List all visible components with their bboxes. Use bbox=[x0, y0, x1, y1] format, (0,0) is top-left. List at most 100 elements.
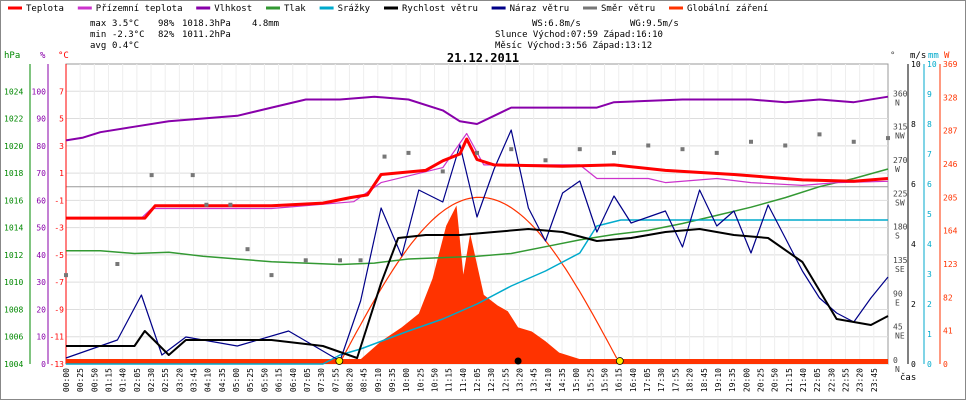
x-tick-label: 14:35 bbox=[558, 368, 567, 392]
x-tick-label: 04:35 bbox=[218, 368, 227, 392]
pct-axis-tick: 60 bbox=[36, 196, 46, 205]
deg-axis-tick: 360 bbox=[893, 89, 908, 98]
wind-direction-point bbox=[382, 154, 387, 159]
pct-axis-tick: 80 bbox=[36, 142, 46, 151]
axis-units: hPa % °C ° m/s mm W čas bbox=[4, 51, 950, 383]
w-axis-tick: 82 bbox=[943, 293, 953, 302]
dir-axis-tick: SW bbox=[895, 198, 905, 207]
x-tick-label: 09:10 bbox=[374, 368, 383, 392]
dir-axis-tick: S bbox=[895, 232, 900, 241]
series-wind-gust bbox=[65, 129, 889, 362]
mm-axis-tick: 3 bbox=[927, 270, 932, 279]
x-tick-label: 02:55 bbox=[161, 368, 170, 392]
x-tick-label: 20:50 bbox=[771, 368, 780, 392]
sunset-marker bbox=[615, 357, 624, 365]
wind-direction-point bbox=[714, 150, 719, 155]
pct-axis-tick: 50 bbox=[36, 224, 46, 233]
x-tick-label: 05:25 bbox=[246, 368, 255, 392]
wind-direction-point bbox=[269, 273, 274, 278]
w-unit: W bbox=[944, 51, 950, 61]
w-axis-tick: 205 bbox=[943, 193, 958, 202]
c-axis-tick: 5 bbox=[59, 115, 64, 124]
c-axis-tick: 7 bbox=[59, 87, 64, 96]
series-layer bbox=[64, 95, 890, 365]
hpa-axis-tick: 1006 bbox=[4, 333, 23, 342]
w-axis-tick: 0 bbox=[943, 360, 948, 369]
x-tick-label: 11:15 bbox=[445, 368, 454, 392]
x-tick-label: 08:20 bbox=[345, 368, 354, 392]
x-tick-label: 13:45 bbox=[530, 368, 539, 392]
wind-direction-point bbox=[406, 150, 411, 155]
pct-axis-tick: 70 bbox=[36, 169, 46, 178]
x-tick-label: 11:40 bbox=[459, 368, 468, 392]
deg-axis-tick: 0 bbox=[893, 356, 898, 365]
x-tick-label: 18:45 bbox=[700, 368, 709, 392]
pct-axis-tick: 10 bbox=[36, 333, 46, 342]
x-tick-label: 10:50 bbox=[430, 368, 439, 392]
min-hum: 82% bbox=[158, 30, 175, 40]
w-axis-tick: 369 bbox=[943, 60, 958, 69]
x-tick-label: 01:15 bbox=[105, 368, 114, 392]
wind-direction-point bbox=[190, 173, 195, 178]
wind-direction-point bbox=[749, 139, 753, 144]
c-axis-tick: -1 bbox=[54, 196, 64, 205]
x-tick-label: 23:45 bbox=[870, 368, 879, 392]
min-label: min bbox=[90, 30, 106, 40]
max-label: max bbox=[90, 19, 107, 29]
x-tick-label: 02:05 bbox=[133, 368, 142, 392]
x-tick-label: 15:50 bbox=[601, 368, 610, 392]
moonset-marker bbox=[514, 357, 522, 365]
c-axis-tick: -7 bbox=[54, 278, 64, 287]
min-temp: -2.3°C bbox=[112, 30, 145, 40]
max-rain: 4.8mm bbox=[252, 19, 279, 29]
wind-direction-point bbox=[817, 132, 822, 137]
hpa-axis-tick: 1016 bbox=[4, 196, 23, 205]
mm-axis-tick: 2 bbox=[927, 300, 932, 309]
x-tick-label: 00:25 bbox=[76, 368, 85, 392]
dir-axis-tick: SE bbox=[895, 265, 905, 274]
wind-direction-point bbox=[612, 150, 616, 155]
wind-direction-point bbox=[509, 147, 514, 152]
ms-axis-tick: 8 bbox=[911, 120, 916, 129]
hpa-axis-tick: 1020 bbox=[4, 142, 23, 151]
y-axes: 1004100610081010101210141016101810201022… bbox=[4, 60, 958, 374]
wind-direction-point bbox=[440, 169, 445, 174]
wind-direction-point bbox=[115, 262, 120, 266]
pct-axis-tick: 0 bbox=[41, 360, 46, 369]
x-tick-label: 22:55 bbox=[841, 368, 850, 392]
wind-direction-point bbox=[886, 136, 890, 141]
x-tick-label: 00:00 bbox=[62, 368, 71, 392]
legend-label-prizemni: Přízemní teplota bbox=[96, 4, 183, 14]
x-tick-label: 22:05 bbox=[813, 368, 822, 392]
wind-direction-point bbox=[680, 147, 685, 152]
wind-direction-point bbox=[577, 147, 582, 152]
wind-direction-point bbox=[228, 202, 233, 207]
mm-axis-tick: 1 bbox=[927, 330, 932, 339]
series-pressure bbox=[66, 168, 889, 266]
max-hum: 98% bbox=[158, 19, 175, 29]
hpa-axis-tick: 1024 bbox=[4, 87, 23, 96]
dir-axis-tick: W bbox=[895, 165, 900, 174]
legend-label-zareni: Globální záření bbox=[687, 4, 768, 14]
wind-direction-point bbox=[475, 150, 479, 155]
x-tick-label: 21:40 bbox=[799, 368, 808, 392]
wind-direction-point bbox=[646, 143, 651, 148]
avg-temp: 0.4°C bbox=[112, 41, 139, 51]
x-tick-label: 09:35 bbox=[388, 368, 397, 392]
pct-unit: % bbox=[40, 51, 46, 61]
x-tick-label: 21:15 bbox=[785, 368, 794, 392]
x-tick-label: 19:10 bbox=[714, 368, 723, 392]
x-axis: 00:00 00:25 00:50 01:15 01:40 02:05 02:30 02:55… bbox=[62, 368, 879, 392]
moon-times: Měsíc Východ:3:56 Západ:13:12 bbox=[495, 41, 652, 51]
x-tick-label: 07:05 bbox=[303, 368, 312, 392]
deg-axis-tick: 180 bbox=[893, 223, 908, 232]
wind-direction-point bbox=[64, 273, 68, 278]
x-tick-label: 00:50 bbox=[90, 368, 99, 392]
sunrise-marker bbox=[335, 357, 344, 365]
series-radiation-theoretical bbox=[338, 196, 618, 365]
wind-direction-point bbox=[149, 173, 154, 178]
w-axis-tick: 123 bbox=[943, 260, 958, 269]
stats-panel: max 3.5°C 98% 1018.3hPa 4.8mm min -2.3°C… bbox=[90, 19, 679, 51]
wind-direction-point bbox=[543, 158, 548, 163]
legend-label-vlhkost: Vlhkost bbox=[214, 4, 252, 14]
